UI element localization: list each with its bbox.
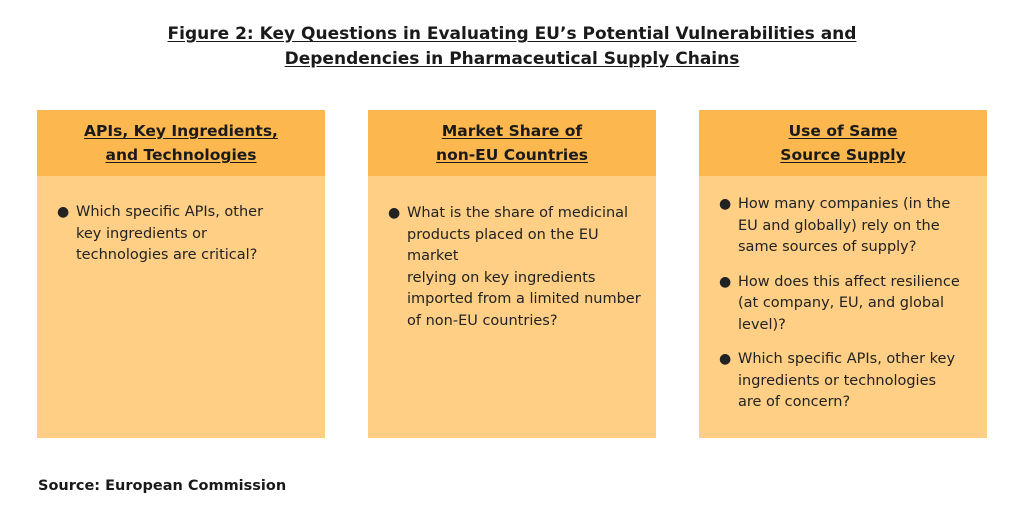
column-header: Market Share of non-EU Countries <box>368 110 656 176</box>
source-note: Source: European Commission <box>38 478 287 494</box>
bullet-icon: ● <box>719 196 732 212</box>
column-header-line: Source Supply <box>780 146 906 164</box>
column-header-line: APIs, Key Ingredients, <box>84 122 278 140</box>
question-line: How many companies (in the <box>738 196 951 212</box>
question-line: imported from a limited number <box>407 291 641 307</box>
question-line: key ingredients or <box>76 225 208 242</box>
question-line: How does this affect resilience <box>738 273 960 290</box>
question-item: ● How does this affect resilience (at co… <box>699 272 987 337</box>
question-item: ● What is the share of medicinal product… <box>368 203 656 332</box>
column-market-share: Market Share of non-EU Countries ● What … <box>368 110 656 438</box>
question-line: are of concern? <box>738 394 851 410</box>
question-item: ● How many companies (in the EU and glob… <box>699 194 987 259</box>
bullet-icon: ● <box>719 273 732 290</box>
column-apis: APIs, Key Ingredients, and Technologies … <box>37 110 325 438</box>
column-header-line: Use of Same <box>788 122 898 140</box>
question-line: Which specific APIs, other <box>76 204 264 220</box>
question-item: ● Which specific APIs, other key ingredi… <box>699 349 987 414</box>
question-line: EU and globally) rely on the <box>738 217 940 234</box>
bullet-icon: ● <box>719 351 732 367</box>
question-line: of non-EU countries? <box>407 312 558 329</box>
column-header-line: non-EU Countries <box>436 146 588 164</box>
question-line: What is the share of medicinal <box>407 205 629 221</box>
column-header-line: and Technologies <box>105 146 257 164</box>
column-header-line: Market Share of <box>441 122 583 140</box>
column-header: APIs, Key Ingredients, and Technologies <box>37 110 325 176</box>
question-item: ● Which specific APIs, other key ingredi… <box>37 202 325 267</box>
bullet-icon: ● <box>57 204 70 220</box>
figure-title-line-2: Dependencies in Pharmaceutical Supply Ch… <box>284 49 740 69</box>
bullet-icon: ● <box>388 205 401 221</box>
question-line: same sources of supply? <box>738 239 917 255</box>
question-line: ingredients or technologies <box>738 372 937 389</box>
question-list: ● How many companies (in the EU and glob… <box>699 176 987 414</box>
column-header: Use of Same Source Supply <box>699 110 987 176</box>
question-line: Which specific APIs, other key <box>738 351 956 367</box>
column-same-source-supply: Use of Same Source Supply ● How many com… <box>699 110 987 438</box>
question-line: technologies are critical? <box>76 247 258 263</box>
question-line: products placed on the EU market <box>407 226 599 265</box>
figure-title: Figure 2: Key Questions in Evaluating EU… <box>0 22 1024 72</box>
figure-title-line-1: Figure 2: Key Questions in Evaluating EU… <box>167 24 857 44</box>
question-list: ● Which specific APIs, other key ingredi… <box>37 176 325 267</box>
question-list: ● What is the share of medicinal product… <box>368 176 656 332</box>
question-line: (at company, EU, and global <box>738 295 944 311</box>
question-line: relying on key ingredients <box>407 269 596 286</box>
question-line: level)? <box>738 316 786 333</box>
